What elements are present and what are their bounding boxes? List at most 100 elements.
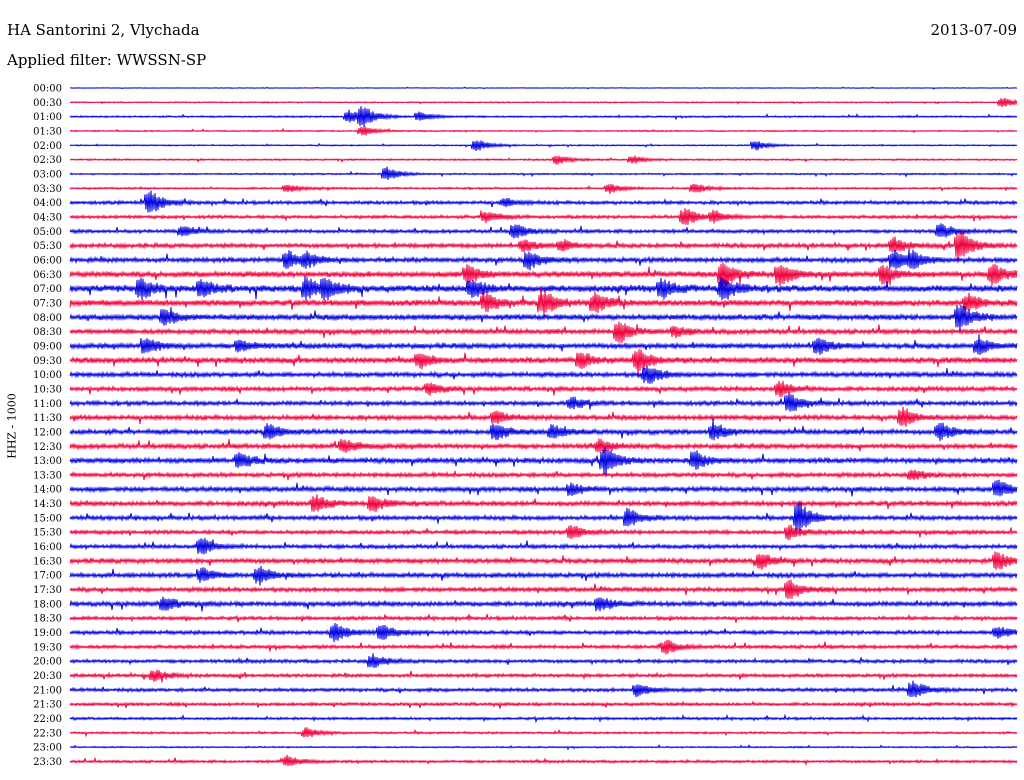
trace-line — [69, 97, 1018, 108]
trace-line — [69, 524, 1018, 541]
trace-line — [69, 392, 1018, 412]
trace-line — [69, 276, 1018, 301]
row-time-label: 08:30 — [33, 327, 62, 338]
trace-line — [69, 349, 1018, 375]
trace-line — [69, 334, 1018, 356]
trace-line — [69, 155, 1018, 165]
row-time-label: 09:30 — [33, 356, 62, 367]
trace-line — [69, 418, 1018, 442]
row-time-label: 14:30 — [33, 499, 62, 510]
trace-line — [69, 166, 1018, 181]
row-time-label: 00:30 — [33, 98, 62, 109]
row-time-label: 21:00 — [33, 685, 62, 696]
trace-line — [69, 565, 1018, 586]
trace-line — [69, 223, 1018, 239]
trace-line — [69, 700, 1018, 709]
trace-line — [69, 501, 1018, 532]
trace-line — [69, 713, 1018, 724]
row-time-label: 17:00 — [33, 571, 62, 582]
row-time-label: 23:30 — [33, 757, 62, 768]
trace-line — [69, 754, 1018, 767]
row-time-label: 15:30 — [33, 528, 62, 539]
trace-line — [69, 579, 1018, 600]
filter-label: Applied filter: WWSSN-SP — [7, 51, 207, 69]
row-time-label: 01:30 — [33, 126, 62, 137]
trace-line — [69, 86, 1018, 90]
row-time-label: 01:00 — [33, 112, 62, 123]
trace-line — [69, 248, 1018, 271]
trace-line — [69, 596, 1018, 612]
row-time-label: 07:30 — [33, 298, 62, 309]
row-time-label: 03:30 — [33, 184, 62, 195]
row-time-label: 17:30 — [33, 585, 62, 596]
trace-line — [69, 613, 1018, 623]
trace-line — [69, 537, 1018, 555]
row-time-label: 12:00 — [33, 427, 62, 438]
trace-line — [69, 190, 1018, 213]
row-time-label: 18:00 — [33, 599, 62, 610]
row-time-label: 23:00 — [33, 743, 62, 754]
trace-line — [69, 380, 1018, 398]
row-time-label: 00:00 — [33, 84, 62, 95]
row-time-label: 02:00 — [33, 141, 62, 152]
trace-line — [69, 365, 1018, 384]
row-time-label: 06:00 — [33, 255, 62, 266]
trace-line — [69, 208, 1018, 225]
trace-line — [69, 622, 1018, 643]
row-time-label: 15:00 — [33, 513, 62, 524]
trace-line — [69, 321, 1018, 343]
trace-line — [69, 551, 1018, 570]
row-time-label: 03:00 — [33, 169, 62, 180]
row-time-label: 16:30 — [33, 556, 62, 567]
trace-line — [69, 653, 1018, 669]
row-time-label: 22:30 — [33, 728, 62, 739]
trace-line — [69, 305, 1018, 331]
row-time-label: 11:00 — [33, 399, 62, 410]
station-title: HA Santorini 2, Vlychada — [7, 21, 200, 39]
trace-line — [69, 669, 1018, 683]
row-time-label: 12:30 — [33, 442, 62, 453]
row-time-label: 07:00 — [33, 284, 62, 295]
trace-line — [69, 639, 1018, 655]
trace-line — [69, 438, 1018, 453]
row-time-label: 14:00 — [33, 485, 62, 496]
row-time-label: 08:00 — [33, 313, 62, 324]
row-time-label: 20:00 — [33, 657, 62, 668]
trace-line — [69, 140, 1018, 151]
row-time-label: 20:30 — [33, 671, 62, 682]
row-time-label: 21:30 — [33, 700, 62, 711]
row-time-label: 11:30 — [33, 413, 62, 424]
trace-line — [69, 446, 1018, 476]
trace-line — [69, 183, 1018, 194]
row-time-label: 16:00 — [33, 542, 62, 553]
row-time-label: 04:00 — [33, 198, 62, 209]
row-time-label: 10:00 — [33, 370, 62, 381]
trace-line — [69, 287, 1018, 317]
row-time-label: 05:30 — [33, 241, 62, 252]
row-time-label: 05:00 — [33, 227, 62, 238]
trace-line — [69, 126, 1018, 136]
row-time-label: 13:30 — [33, 470, 62, 481]
trace-line — [69, 494, 1018, 513]
row-time-label: 04:30 — [33, 212, 62, 223]
trace-line — [69, 106, 1018, 128]
trace-line — [69, 479, 1018, 497]
trace-line — [69, 406, 1018, 427]
trace-line — [69, 469, 1018, 481]
row-time-label: 06:30 — [33, 270, 62, 281]
trace-line — [69, 727, 1018, 738]
row-time-label: 19:00 — [33, 628, 62, 639]
row-time-label: 02:30 — [33, 155, 62, 166]
row-time-label: 19:30 — [33, 642, 62, 653]
row-time-label: 10:30 — [33, 384, 62, 395]
trace-line — [69, 744, 1018, 751]
trace-line — [69, 262, 1018, 287]
row-time-label: 13:00 — [33, 456, 62, 467]
row-time-label: 09:00 — [33, 341, 62, 352]
record-date: 2013-07-09 — [930, 21, 1017, 39]
row-time-label: 22:00 — [33, 714, 62, 725]
row-time-label: 18:30 — [33, 614, 62, 625]
trace-line — [69, 232, 1018, 260]
trace-line — [69, 680, 1018, 698]
